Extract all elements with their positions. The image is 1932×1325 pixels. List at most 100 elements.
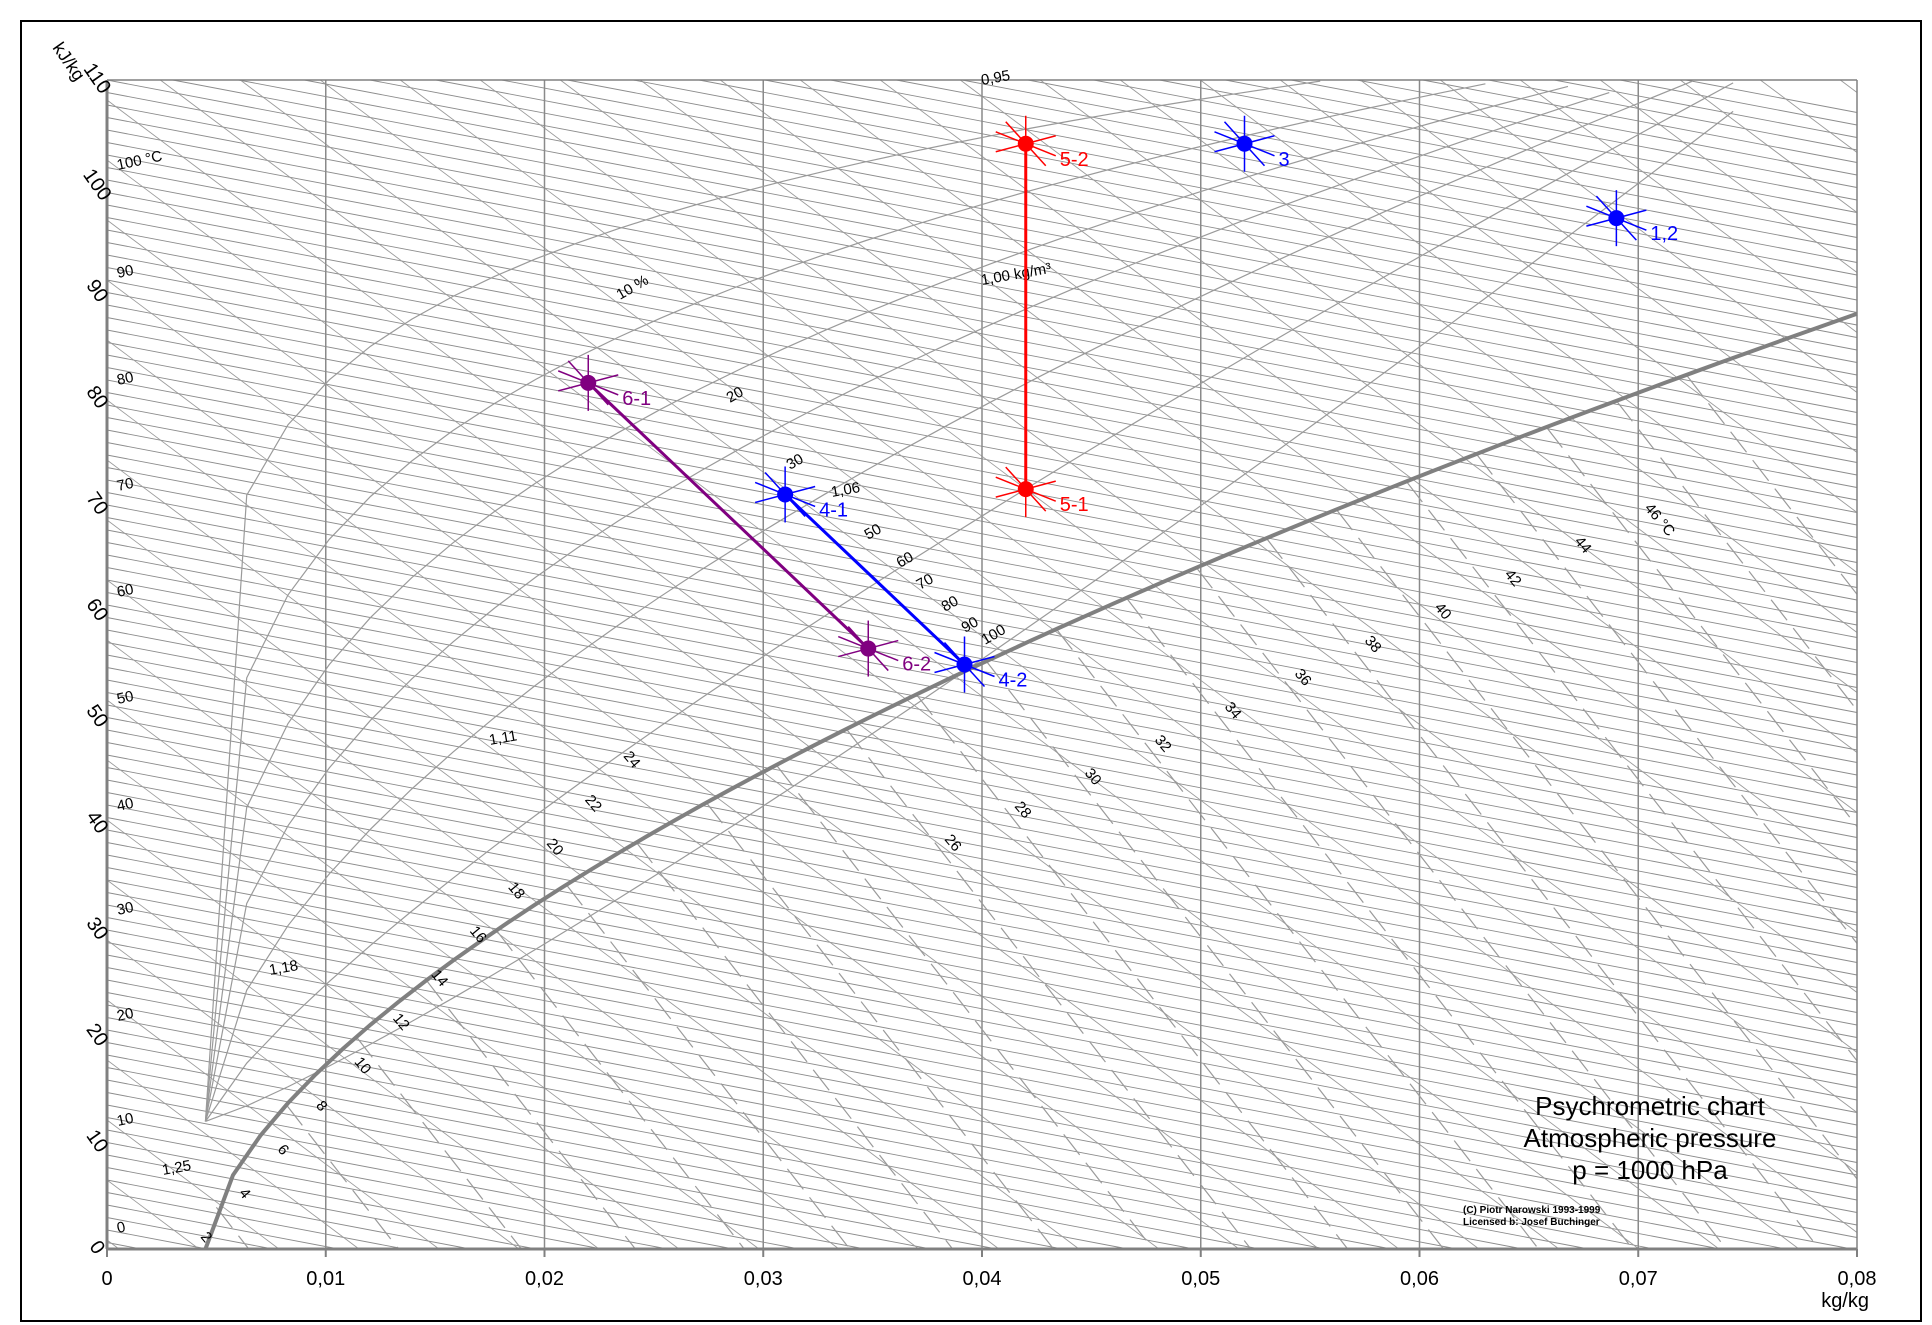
enthalpy-line-label: 30: [115, 899, 135, 919]
x-tick-label: 0,04: [963, 1268, 1002, 1290]
temperature-line: [705, 802, 1055, 1250]
temperature-line: [915, 694, 1349, 1250]
x-tick-label: 0,01: [306, 1268, 345, 1290]
point-dot: [777, 486, 794, 503]
rh-curve: [204, 80, 1321, 1122]
point-dot: [956, 656, 973, 673]
x-tick-label: 0,03: [744, 1268, 783, 1290]
density-line-label: 1,25: [161, 1157, 193, 1179]
rh-curve-label: 90: [959, 613, 982, 636]
enthalpy-line-label: 20: [115, 1005, 135, 1025]
rh-curve-label: 30: [784, 450, 807, 473]
saturation-curve: [203, 311, 1858, 1250]
state-point: 3: [1214, 115, 1290, 172]
enthalpy-line-label: 70: [115, 475, 135, 495]
x-tick-label: 0,02: [525, 1268, 564, 1290]
x-axis-label: kg/kg: [1821, 1290, 1869, 1312]
point-label: 5-1: [1060, 494, 1089, 516]
temperature-line: [215, 1206, 250, 1250]
rh-curve-label: 60: [894, 548, 917, 571]
state-point: 4-1: [754, 466, 848, 523]
point-label: 5-2: [1060, 149, 1089, 171]
point-label: 6-1: [622, 388, 651, 410]
x-tick-label: 0,07: [1619, 1268, 1658, 1290]
point-dot: [580, 374, 597, 391]
chart-pressure-label: p = 1000 hPa: [1572, 1155, 1728, 1185]
temperature-line: [495, 929, 745, 1250]
point-label: 6-2: [902, 654, 931, 676]
rh-curve: [204, 91, 1610, 1122]
enthalpy-line-label: 0: [115, 1219, 127, 1237]
license-line: Licensed b: Josef Buchinger: [1463, 1217, 1600, 1228]
rh-curve: [204, 82, 1734, 1122]
saturation-temperature-lines: [215, 374, 1858, 1250]
enthalpy-line-label: 90: [115, 262, 135, 282]
density-line-label: 1,18: [268, 957, 300, 979]
rh-curve: [204, 83, 1486, 1122]
moisture-grid-lines: [325, 80, 1639, 1249]
point-dot: [1017, 481, 1034, 498]
temperature-line: [1615, 400, 1858, 711]
state-point: 4-2: [934, 636, 1028, 693]
temperature-line: [775, 764, 1154, 1250]
point-label: 1,2: [1650, 223, 1678, 245]
state-point: 6-2: [837, 620, 931, 677]
rh-curve-label: 50: [862, 520, 885, 543]
copyright-line: (C) Piotr Narowski 1993-1999: [1463, 1205, 1601, 1216]
state-point: 1,2: [1586, 190, 1678, 247]
enthalpy-line-label: 80: [115, 369, 135, 389]
enthalpy-line-label: 50: [115, 688, 135, 708]
temperature-line: [355, 1036, 522, 1250]
temperature-line-label: 16: [466, 923, 490, 947]
state-point: 5-2: [995, 115, 1089, 172]
temperature-line: [425, 979, 636, 1250]
enthalpy-line-label: 10: [115, 1110, 135, 1130]
temperature-line: [1055, 628, 1540, 1250]
temperature-line: [1475, 453, 1858, 944]
temperature-line: [285, 1104, 399, 1250]
rh-curve-label: 80: [939, 592, 962, 615]
rh-curve-label: 70: [914, 570, 937, 593]
outer-frame: [20, 20, 1922, 1322]
rh-curve-label: 20: [724, 383, 747, 406]
process-lines: [587, 143, 1028, 666]
chart-subtitle: Atmospheric pressure: [1523, 1123, 1777, 1153]
point-dot: [1608, 210, 1625, 227]
process-line: [784, 493, 966, 666]
enthalpy-line-label: 60: [115, 581, 135, 601]
x-tick-label: 0,06: [1400, 1268, 1439, 1290]
temperature-line: [1125, 597, 1634, 1250]
state-points: 1,2 3 4-1 4-2 5-1 5-2 6-1 6-2: [557, 115, 1678, 693]
temperature-line: [565, 884, 851, 1250]
temperature-line: [845, 728, 1252, 1250]
temperature-line: [1265, 537, 1820, 1250]
density-line-label: 1,06: [830, 479, 862, 501]
point-dot: [860, 640, 877, 657]
copyright-block: (C) Piotr Narowski 1993-1999 Licensed b:…: [1463, 1205, 1703, 1229]
point-dot: [1017, 135, 1034, 152]
temperature-line: [635, 842, 954, 1250]
temperature-line: [1335, 509, 1858, 1180]
density-line-label: 0,95: [980, 67, 1012, 89]
rh-curve: [204, 85, 1569, 1122]
chart-title: Psychrometric chart: [1535, 1091, 1765, 1121]
temperature-line: [1545, 426, 1858, 827]
point-label: 4-2: [999, 670, 1028, 692]
enthalpy-line-label: 40: [115, 795, 135, 815]
point-label: 3: [1279, 149, 1290, 171]
saturation-curve: [203, 311, 1858, 1250]
density-line-label: 1,11: [488, 727, 519, 749]
point-dot: [1236, 135, 1253, 152]
temperature-line: [1405, 481, 1858, 1062]
temperature-line: [1685, 374, 1858, 595]
temperature-line: [985, 660, 1445, 1250]
state-point: 6-1: [557, 354, 651, 411]
rh-curve: [204, 80, 1693, 1122]
state-point: 5-1: [995, 461, 1089, 518]
process-line: [587, 381, 870, 650]
x-tick-label: 0,05: [1181, 1268, 1220, 1290]
x-tick-label: 0,08: [1838, 1268, 1877, 1290]
x-tick-label: 0: [101, 1268, 112, 1290]
point-label: 4-1: [819, 499, 848, 521]
